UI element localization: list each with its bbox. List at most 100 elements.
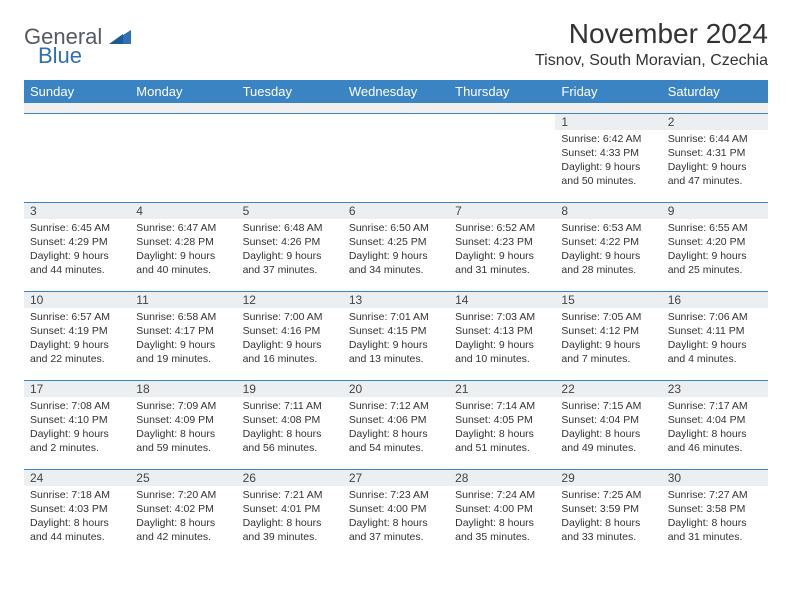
- title-block: November 2024 Tisnov, South Moravian, Cz…: [535, 18, 768, 74]
- calendar-cell: 24Sunrise: 7:18 AMSunset: 4:03 PMDayligh…: [24, 469, 130, 558]
- sunrise-text: Sunrise: 7:01 AM: [349, 310, 443, 324]
- day-number: 26: [237, 470, 343, 486]
- calendar-cell: 12Sunrise: 7:00 AMSunset: 4:16 PMDayligh…: [237, 291, 343, 380]
- calendar-cell: [449, 113, 555, 202]
- daylight-text: Daylight: 9 hours: [561, 160, 655, 174]
- sunrise-text: Sunrise: 6:58 AM: [136, 310, 230, 324]
- day-number: 9: [662, 203, 768, 219]
- sunrise-text: Sunrise: 6:44 AM: [668, 132, 762, 146]
- day-number: 21: [449, 381, 555, 397]
- daylight-text: Daylight: 8 hours: [136, 516, 230, 530]
- calendar-cell: 11Sunrise: 6:58 AMSunset: 4:17 PMDayligh…: [130, 291, 236, 380]
- daylight-text: and 44 minutes.: [30, 530, 124, 544]
- sunrise-text: Sunrise: 7:25 AM: [561, 488, 655, 502]
- calendar-week-row: 1Sunrise: 6:42 AMSunset: 4:33 PMDaylight…: [24, 113, 768, 202]
- daylight-text: Daylight: 9 hours: [561, 338, 655, 352]
- sunset-text: Sunset: 4:05 PM: [455, 413, 549, 427]
- sunset-text: Sunset: 4:11 PM: [668, 324, 762, 338]
- day-content: Sunrise: 7:06 AMSunset: 4:11 PMDaylight:…: [662, 308, 768, 371]
- sunset-text: Sunset: 4:16 PM: [243, 324, 337, 338]
- day-content: Sunrise: 7:15 AMSunset: 4:04 PMDaylight:…: [555, 397, 661, 460]
- header-row: General Blue November 2024 Tisnov, South…: [24, 18, 768, 74]
- daylight-text: Daylight: 9 hours: [136, 338, 230, 352]
- day-number: 20: [343, 381, 449, 397]
- day-content: Sunrise: 7:08 AMSunset: 4:10 PMDaylight:…: [24, 397, 130, 460]
- calendar-cell: 1Sunrise: 6:42 AMSunset: 4:33 PMDaylight…: [555, 113, 661, 202]
- day-content: Sunrise: 6:47 AMSunset: 4:28 PMDaylight:…: [130, 219, 236, 282]
- day-number: 27: [343, 470, 449, 486]
- daylight-text: and 42 minutes.: [136, 530, 230, 544]
- calendar-week-row: 10Sunrise: 6:57 AMSunset: 4:19 PMDayligh…: [24, 291, 768, 380]
- logo-triangle-icon: [109, 28, 131, 49]
- calendar-cell: 18Sunrise: 7:09 AMSunset: 4:09 PMDayligh…: [130, 380, 236, 469]
- calendar-week-row: 3Sunrise: 6:45 AMSunset: 4:29 PMDaylight…: [24, 202, 768, 291]
- day-content: Sunrise: 7:03 AMSunset: 4:13 PMDaylight:…: [449, 308, 555, 371]
- daylight-text: Daylight: 8 hours: [561, 516, 655, 530]
- day-content: Sunrise: 7:20 AMSunset: 4:02 PMDaylight:…: [130, 486, 236, 549]
- calendar-cell: 29Sunrise: 7:25 AMSunset: 3:59 PMDayligh…: [555, 469, 661, 558]
- day-content: Sunrise: 7:01 AMSunset: 4:15 PMDaylight:…: [343, 308, 449, 371]
- sunset-text: Sunset: 4:23 PM: [455, 235, 549, 249]
- day-number: 15: [555, 292, 661, 308]
- day-number: 29: [555, 470, 661, 486]
- day-content: Sunrise: 7:17 AMSunset: 4:04 PMDaylight:…: [662, 397, 768, 460]
- calendar-cell: 30Sunrise: 7:27 AMSunset: 3:58 PMDayligh…: [662, 469, 768, 558]
- daylight-text: Daylight: 8 hours: [668, 427, 762, 441]
- day-number: 14: [449, 292, 555, 308]
- day-content: Sunrise: 7:21 AMSunset: 4:01 PMDaylight:…: [237, 486, 343, 549]
- day-number: 10: [24, 292, 130, 308]
- daylight-text: and 34 minutes.: [349, 263, 443, 277]
- calendar-cell: 2Sunrise: 6:44 AMSunset: 4:31 PMDaylight…: [662, 113, 768, 202]
- daylight-text: and 37 minutes.: [243, 263, 337, 277]
- day-content: Sunrise: 6:52 AMSunset: 4:23 PMDaylight:…: [449, 219, 555, 282]
- sunrise-text: Sunrise: 7:03 AM: [455, 310, 549, 324]
- sunset-text: Sunset: 4:33 PM: [561, 146, 655, 160]
- day-content: Sunrise: 6:57 AMSunset: 4:19 PMDaylight:…: [24, 308, 130, 371]
- sunrise-text: Sunrise: 7:24 AM: [455, 488, 549, 502]
- day-number: 8: [555, 203, 661, 219]
- daylight-text: and 7 minutes.: [561, 352, 655, 366]
- daylight-text: Daylight: 8 hours: [455, 427, 549, 441]
- daylight-text: Daylight: 9 hours: [243, 338, 337, 352]
- day-header: Wednesday: [343, 80, 449, 103]
- calendar-cell: 19Sunrise: 7:11 AMSunset: 4:08 PMDayligh…: [237, 380, 343, 469]
- calendar-cell: 26Sunrise: 7:21 AMSunset: 4:01 PMDayligh…: [237, 469, 343, 558]
- sunset-text: Sunset: 4:04 PM: [668, 413, 762, 427]
- day-content: Sunrise: 7:05 AMSunset: 4:12 PMDaylight:…: [555, 308, 661, 371]
- daylight-text: and 13 minutes.: [349, 352, 443, 366]
- daylight-text: and 28 minutes.: [561, 263, 655, 277]
- spacer-row: [24, 103, 768, 113]
- daylight-text: Daylight: 9 hours: [455, 338, 549, 352]
- sunset-text: Sunset: 4:22 PM: [561, 235, 655, 249]
- sunset-text: Sunset: 4:00 PM: [455, 502, 549, 516]
- calendar-cell: [130, 113, 236, 202]
- sunset-text: Sunset: 3:59 PM: [561, 502, 655, 516]
- daylight-text: and 56 minutes.: [243, 441, 337, 455]
- day-content: Sunrise: 6:53 AMSunset: 4:22 PMDaylight:…: [555, 219, 661, 282]
- daylight-text: Daylight: 9 hours: [30, 249, 124, 263]
- daylight-text: Daylight: 8 hours: [561, 427, 655, 441]
- daylight-text: and 19 minutes.: [136, 352, 230, 366]
- day-header: Sunday: [24, 80, 130, 103]
- daylight-text: and 50 minutes.: [561, 174, 655, 188]
- daylight-text: Daylight: 8 hours: [349, 516, 443, 530]
- sunset-text: Sunset: 4:00 PM: [349, 502, 443, 516]
- daylight-text: Daylight: 9 hours: [30, 427, 124, 441]
- day-content: Sunrise: 6:44 AMSunset: 4:31 PMDaylight:…: [662, 130, 768, 193]
- day-number: 4: [130, 203, 236, 219]
- calendar-cell: 8Sunrise: 6:53 AMSunset: 4:22 PMDaylight…: [555, 202, 661, 291]
- daylight-text: and 40 minutes.: [136, 263, 230, 277]
- day-content: Sunrise: 7:18 AMSunset: 4:03 PMDaylight:…: [24, 486, 130, 549]
- daylight-text: Daylight: 9 hours: [668, 160, 762, 174]
- day-content: Sunrise: 6:42 AMSunset: 4:33 PMDaylight:…: [555, 130, 661, 193]
- day-content: Sunrise: 7:25 AMSunset: 3:59 PMDaylight:…: [555, 486, 661, 549]
- logo-text-block: General Blue: [24, 24, 131, 67]
- daylight-text: and 22 minutes.: [30, 352, 124, 366]
- sunrise-text: Sunrise: 6:48 AM: [243, 221, 337, 235]
- day-number: 23: [662, 381, 768, 397]
- sunrise-text: Sunrise: 6:47 AM: [136, 221, 230, 235]
- logo: General Blue: [24, 18, 131, 67]
- sunrise-text: Sunrise: 6:57 AM: [30, 310, 124, 324]
- day-content: Sunrise: 7:12 AMSunset: 4:06 PMDaylight:…: [343, 397, 449, 460]
- sunrise-text: Sunrise: 7:15 AM: [561, 399, 655, 413]
